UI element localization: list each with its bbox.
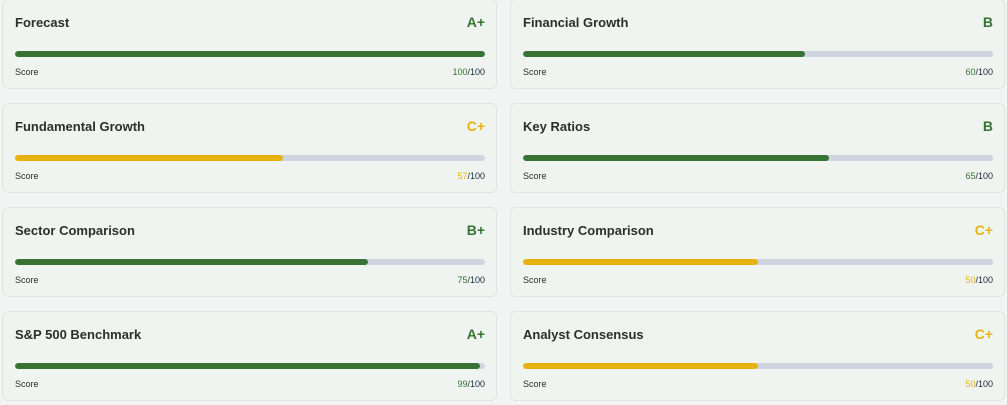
score-card: Financial Growth B Score 60/100 <box>510 0 1005 89</box>
score-label: Score <box>523 171 547 181</box>
score-card: Analyst Consensus C+ Score 50/100 <box>510 311 1005 401</box>
score-number: 65 <box>965 171 976 181</box>
progress-fill <box>523 51 805 57</box>
card-title: Sector Comparison <box>15 223 135 238</box>
score-value: 100/100 <box>452 67 485 77</box>
score-value: 65/100 <box>965 171 993 181</box>
score-number: 100 <box>452 67 468 77</box>
score-value: 60/100 <box>965 67 993 77</box>
score-number: 50 <box>965 379 976 389</box>
progress-track <box>523 259 993 265</box>
grade-badge: B <box>982 118 993 134</box>
progress-track <box>15 363 485 369</box>
score-max: /100 <box>975 379 993 389</box>
progress-fill <box>523 155 829 161</box>
score-max: /100 <box>467 171 485 181</box>
score-label: Score <box>15 379 39 389</box>
progress-track <box>523 51 993 57</box>
score-card: Fundamental Growth C+ Score 57/100 <box>2 103 497 193</box>
grade-badge: B <box>982 14 993 30</box>
score-card: Sector Comparison B+ Score 75/100 <box>2 207 497 297</box>
score-number: 99 <box>457 379 468 389</box>
progress-track <box>15 259 485 265</box>
grade-badge: A+ <box>466 326 485 342</box>
score-max: /100 <box>975 67 993 77</box>
progress-fill <box>15 259 368 265</box>
score-number: 57 <box>457 171 468 181</box>
score-number: 75 <box>457 275 468 285</box>
grade-badge: B+ <box>466 222 485 238</box>
card-title: Industry Comparison <box>523 223 654 238</box>
grade-badge: C+ <box>974 222 993 238</box>
grade-badge: C+ <box>466 118 485 134</box>
score-label: Score <box>523 379 547 389</box>
card-title: Key Ratios <box>523 119 591 134</box>
progress-fill <box>15 155 283 161</box>
score-card: Forecast A+ Score 100/100 <box>2 0 497 89</box>
progress-track <box>523 155 993 161</box>
card-title: Financial Growth <box>523 15 629 30</box>
card-title: Analyst Consensus <box>523 327 644 342</box>
progress-fill <box>523 363 758 369</box>
score-max: /100 <box>467 379 485 389</box>
score-label: Score <box>15 67 39 77</box>
card-title: S&P 500 Benchmark <box>15 327 142 342</box>
grade-badge: A+ <box>466 14 485 30</box>
score-label: Score <box>15 171 39 181</box>
progress-fill <box>15 51 485 57</box>
score-value: 50/100 <box>965 379 993 389</box>
score-value: 99/100 <box>457 379 485 389</box>
score-number: 60 <box>965 67 976 77</box>
score-max: /100 <box>975 171 993 181</box>
score-max: /100 <box>467 67 485 77</box>
progress-fill <box>15 363 481 369</box>
progress-track <box>15 155 485 161</box>
score-value: 75/100 <box>457 275 485 285</box>
progress-track <box>15 51 485 57</box>
score-label: Score <box>523 275 547 285</box>
score-label: Score <box>15 275 39 285</box>
score-value: 57/100 <box>457 171 485 181</box>
progress-track <box>523 363 993 369</box>
progress-fill <box>523 259 758 265</box>
score-max: /100 <box>467 275 485 285</box>
score-label: Score <box>523 67 547 77</box>
card-title: Forecast <box>15 15 70 30</box>
score-number: 50 <box>965 275 976 285</box>
score-card: S&P 500 Benchmark A+ Score 99/100 <box>2 311 497 401</box>
score-card: Industry Comparison C+ Score 50/100 <box>510 207 1005 297</box>
score-max: /100 <box>975 275 993 285</box>
score-value: 50/100 <box>965 275 993 285</box>
score-card: Key Ratios B Score 65/100 <box>510 103 1005 193</box>
card-title: Fundamental Growth <box>15 119 145 134</box>
grade-badge: C+ <box>974 326 993 342</box>
